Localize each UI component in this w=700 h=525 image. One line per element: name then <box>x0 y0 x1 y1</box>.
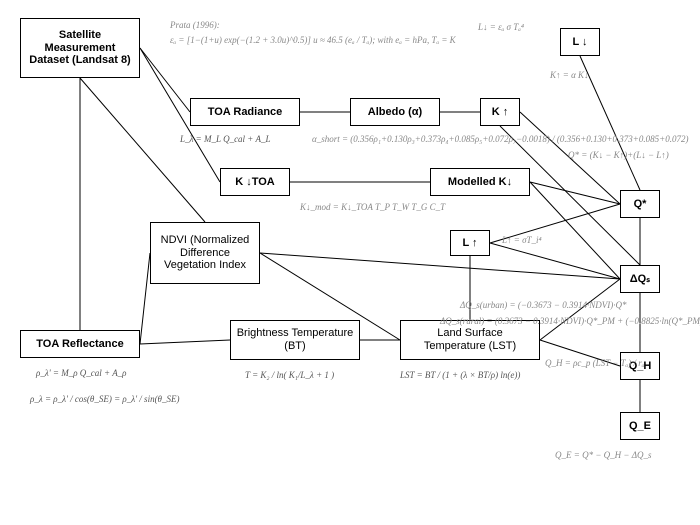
node-ktoa: K ↓TOA <box>220 168 290 196</box>
node-lup-label: L ↑ <box>462 237 477 250</box>
node-dqs: ΔQₛ <box>620 265 660 293</box>
node-toa-rad: TOA Radiance <box>190 98 300 126</box>
node-sat: Satellite Measurement Dataset (Landsat 8… <box>20 18 140 78</box>
formula-rho1: ρ_λ' = M_ρ Q_cal + A_ρ <box>36 368 127 378</box>
node-lst: Land Surface Temperature (LST) <box>400 320 540 360</box>
formula-ldown: L↓ = εₐ σ Tₐ⁴ <box>478 22 524 32</box>
formula-prata2: εₐ = [1−(1+u) exp(−(1.2 + 3.0u)^0.5)] u … <box>170 35 456 45</box>
formula-alphash: α_short = (0.356ρ₁+0.130ρ₃+0.373ρ₄+0.085… <box>312 134 688 144</box>
node-toaref: TOA Reflectance <box>20 330 140 358</box>
formula-kupeq: K↑ = α K↓ <box>550 70 589 80</box>
formula-dqs2: ΔQ_s(rural) = (0.3673 − 0.3914·NDVI)·Q*_… <box>440 316 700 326</box>
node-ldown-label: L ↓ <box>572 36 587 49</box>
node-lup: L ↑ <box>450 230 490 256</box>
formula-kmod: K↓_mod = K↓_TOA T_P T_W T_G C_T <box>300 202 445 212</box>
formula-lupeq: L↑ = σT_i⁴ <box>502 235 542 245</box>
formula-qstareq: Q* = (K↓ − K↑)+(L↓ − L↑) <box>568 150 669 160</box>
node-qe-label: Q_E <box>629 420 651 433</box>
edge-layer <box>0 0 700 525</box>
node-kup-label: K ↑ <box>492 106 509 119</box>
formula-qheq: Q_H = ρc_p (LST − Tₐ) / rₐ <box>545 358 644 368</box>
formula-dqs1: ΔQ_s(urban) = (−0.3673 − 0.3914·NDVI)·Q* <box>460 300 627 310</box>
formula-qeeq: Q_E = Q* − Q_H − ΔQ_s <box>555 450 652 460</box>
node-bt-label: Brightness Temperature (BT) <box>235 327 355 352</box>
node-qstar-label: Q* <box>634 198 647 211</box>
node-ktoa-label: K ↓TOA <box>235 176 275 189</box>
node-qstar: Q* <box>620 190 660 218</box>
node-qe: Q_E <box>620 412 660 440</box>
node-ndvi: NDVI (Normalized Difference Vegetation I… <box>150 222 260 284</box>
node-modkdn: Modelled K↓ <box>430 168 530 196</box>
node-sat-label: Satellite Measurement Dataset (Landsat 8… <box>25 29 135 67</box>
node-albedo: Albedo (α) <box>350 98 440 126</box>
node-kup: K ↑ <box>480 98 520 126</box>
node-toaref-label: TOA Reflectance <box>36 338 123 351</box>
formula-lsteq: LST = BT / (1 + (λ × BT/ρ) ln(e)) <box>400 370 520 380</box>
formula-llambda: L_λ = M_L Q_cal + A_L <box>180 134 270 144</box>
node-modkdn-label: Modelled K↓ <box>448 176 512 189</box>
node-bt: Brightness Temperature (BT) <box>230 320 360 360</box>
node-ldown: L ↓ <box>560 28 600 56</box>
formula-bteq: T = K₂ / ln( K₁/L_λ + 1 ) <box>245 370 334 380</box>
formula-prata: Prata (1996): <box>170 20 220 30</box>
node-dqs-label: ΔQₛ <box>630 273 651 286</box>
node-ndvi-label: NDVI (Normalized Difference Vegetation I… <box>155 234 255 272</box>
formula-rho2: ρ_λ = ρ_λ' / cos(θ_SE) = ρ_λ' / sin(θ_SE… <box>30 394 179 404</box>
node-lst-label: Land Surface Temperature (LST) <box>405 327 535 352</box>
node-albedo-label: Albedo (α) <box>368 106 422 119</box>
node-toa-rad-label: TOA Radiance <box>208 106 283 119</box>
